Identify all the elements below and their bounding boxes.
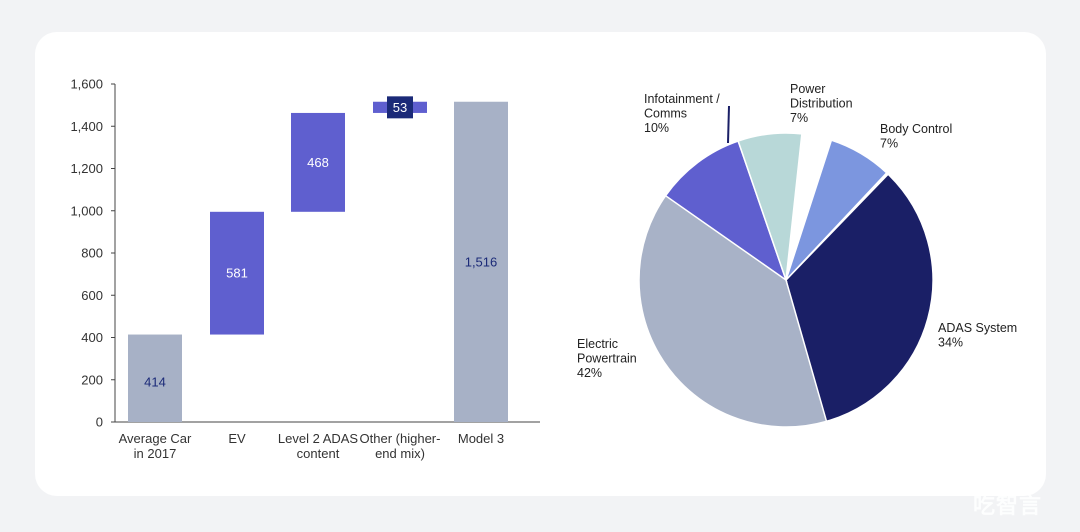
y-tick-label: 800 <box>81 246 103 261</box>
pie-slice <box>638 174 828 428</box>
data-label: 468 <box>307 155 329 170</box>
data-label: 53 <box>393 100 407 115</box>
waterfall-bar <box>291 112 345 212</box>
watermark: 吃智言 <box>972 493 1042 518</box>
pie-percent-label: 7% <box>790 111 808 125</box>
pie-label: Body Control <box>880 122 952 136</box>
y-tick-label: 1,200 <box>70 161 103 176</box>
y-tick-label: 0 <box>96 415 103 430</box>
x-category-label: EV <box>228 431 246 446</box>
x-category-label: in 2017 <box>134 446 177 461</box>
x-category-label: content <box>297 446 340 461</box>
pie-percent-label: 7% <box>880 137 898 151</box>
waterfall-bar <box>128 334 182 422</box>
pie-slice <box>737 132 803 281</box>
data-label: 581 <box>226 266 248 281</box>
pie-label: ADAS System <box>938 321 1017 335</box>
y-tick-label: 200 <box>81 372 103 387</box>
pie-label: Infotainment / <box>644 92 720 106</box>
data-label: 1,516 <box>465 254 498 269</box>
waterfall-bar <box>454 101 508 423</box>
pie-label: Comms <box>644 107 687 121</box>
pie-label: Power <box>790 82 825 96</box>
x-category-label: Other (higher- <box>360 431 441 446</box>
waterfall-bar <box>210 211 264 335</box>
pie-slice <box>785 139 888 281</box>
pie-percent-label: 34% <box>938 336 963 350</box>
pie-label: Distribution <box>790 97 853 111</box>
x-category-label: Level 2 ADAS <box>278 431 359 446</box>
pie-percent-label: 42% <box>577 366 602 380</box>
x-category-label: end mix) <box>375 446 425 461</box>
pie-slice <box>664 140 788 282</box>
pie-label: Powertrain <box>577 352 637 366</box>
pie-label: Electric <box>577 337 618 351</box>
y-tick-label: 400 <box>81 330 103 345</box>
data-label-badge <box>387 96 413 119</box>
x-category-label: Model 3 <box>458 431 504 446</box>
pie-leader-line <box>727 105 730 144</box>
x-category-label: Average Car <box>119 431 192 446</box>
pie-percent-label: 10% <box>644 121 669 135</box>
y-tick-label: 1,600 <box>70 77 103 92</box>
pie-slice <box>785 173 934 424</box>
data-label: 414 <box>144 374 166 389</box>
y-tick-label: 600 <box>81 288 103 303</box>
y-tick-label: 1,000 <box>70 203 103 218</box>
y-tick-label: 1,400 <box>70 119 103 134</box>
